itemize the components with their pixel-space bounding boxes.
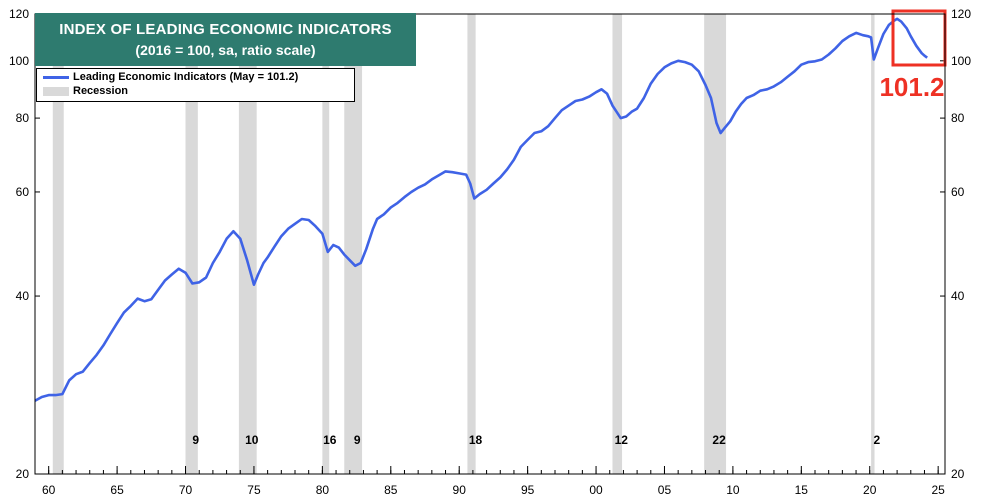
- x-tick-label: 15: [795, 483, 809, 497]
- recession-lead-label: 9: [192, 433, 199, 447]
- x-tick-label: 00: [589, 483, 603, 497]
- recession-lead-label: 2: [873, 433, 880, 447]
- x-tick-label: 60: [42, 483, 56, 497]
- x-tick-label: 75: [247, 483, 261, 497]
- legend-recession-label: Recession: [73, 85, 129, 97]
- y-tick-label-left: 60: [16, 185, 30, 199]
- recession-band: [52, 14, 64, 474]
- recession-band: [344, 14, 363, 474]
- legend-item-series: Leading Economic Indicators (May = 101.2…: [43, 70, 298, 84]
- x-tick-label: 10: [726, 483, 740, 497]
- recession-lead-label: 16: [323, 433, 337, 447]
- y-tick-label-left: 40: [16, 289, 30, 303]
- lead-labels: 9 10 16 9 18 12 22 2: [192, 433, 880, 447]
- recession-bands: [52, 14, 875, 474]
- recession-lead-label: 12: [615, 433, 629, 447]
- recession-band: [871, 14, 875, 474]
- y-tick-label-right: 80: [951, 111, 965, 125]
- x-axis-ticks: 60 65 70 75 80 85 90 95 00 05 10 15 20 25: [34, 466, 945, 497]
- recession-band: [238, 14, 257, 474]
- legend-series-label: Leading Economic Indicators (May = 101.2…: [73, 71, 299, 83]
- recession-band: [467, 14, 476, 474]
- y-tick-label-left: 120: [9, 7, 29, 21]
- x-tick-label: 20: [863, 483, 877, 497]
- y-tick-label-right: 20: [951, 467, 965, 481]
- recession-band: [612, 14, 623, 474]
- y-tick-label-right: 40: [951, 289, 965, 303]
- recession-lead-label: 10: [245, 433, 259, 447]
- y-tick-label-right: 120: [951, 7, 971, 21]
- y-tick-label-left: 20: [16, 467, 30, 481]
- y-tick-label-left: 100: [9, 54, 29, 68]
- x-tick-label: 65: [110, 483, 124, 497]
- x-tick-label: 05: [658, 483, 672, 497]
- y-tick-label-right: 60: [951, 185, 965, 199]
- recession-band: [185, 14, 198, 474]
- recession-lead-label: 18: [469, 433, 483, 447]
- x-tick-label: 85: [384, 483, 398, 497]
- y-tick-label-right: 100: [951, 54, 971, 68]
- x-tick-label: 95: [521, 483, 535, 497]
- chart-subtitle: (2016 = 100, sa, ratio scale): [135, 42, 316, 58]
- legend-recession-swatch: [43, 86, 69, 96]
- leading-indicators-line: [34, 17, 928, 402]
- x-tick-label: 70: [179, 483, 193, 497]
- plot-frame: [34, 13, 946, 475]
- latest-value-callout: 101.2: [879, 72, 945, 102]
- recession-band: [704, 14, 727, 474]
- chart-title: INDEX OF LEADING ECONOMIC INDICATORS: [59, 21, 392, 38]
- chart-title-box: INDEX OF LEADING ECONOMIC INDICATORS (20…: [35, 13, 416, 66]
- y-tick-label-left: 80: [16, 111, 30, 125]
- legend-item-recession: Recession: [43, 84, 128, 98]
- recession-lead-label: 22: [712, 433, 726, 447]
- x-tick-label: 90: [453, 483, 467, 497]
- x-tick-label: 25: [931, 483, 945, 497]
- legend: Leading Economic Indicators (May = 101.2…: [36, 68, 355, 102]
- legend-line-swatch: [43, 75, 69, 79]
- recession-lead-label: 9: [354, 433, 361, 447]
- x-tick-label: 80: [316, 483, 330, 497]
